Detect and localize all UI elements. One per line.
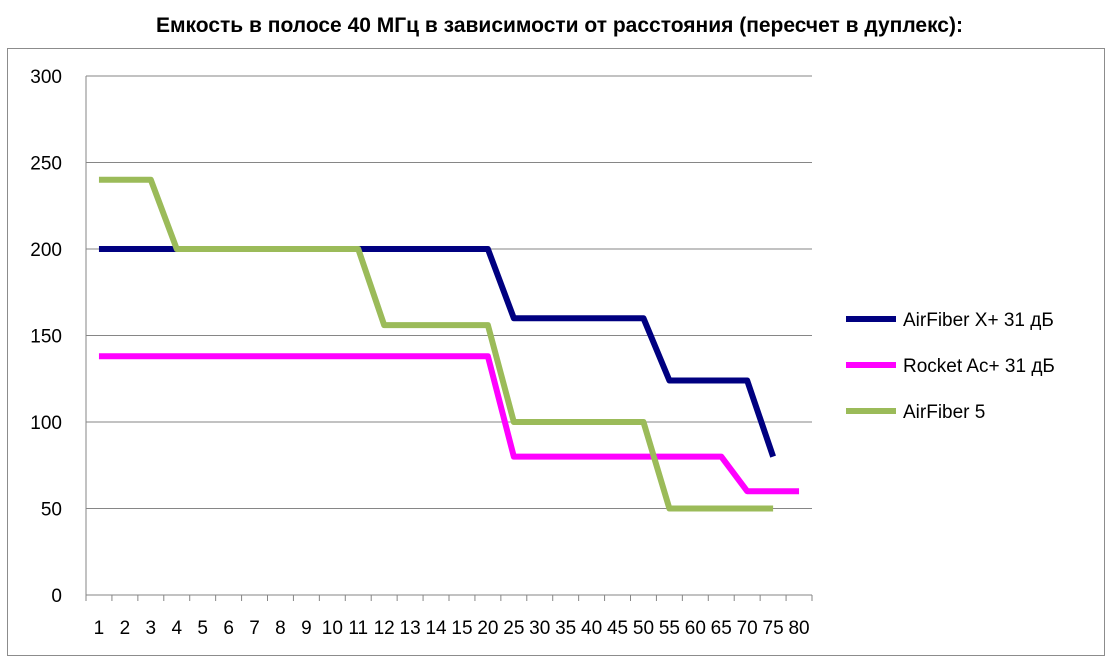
x-tick-label: 7 bbox=[249, 618, 260, 639]
y-tick-label: 50 bbox=[41, 500, 62, 521]
y-tick-label: 200 bbox=[30, 240, 62, 261]
y-tick-label: 0 bbox=[51, 586, 62, 607]
x-tick-label: 20 bbox=[477, 618, 498, 639]
x-tick-label: 40 bbox=[581, 618, 602, 639]
chart-frame bbox=[7, 48, 1105, 656]
x-tick-label: 15 bbox=[451, 618, 472, 639]
x-tick-label: 3 bbox=[146, 618, 157, 639]
x-tick-label: 14 bbox=[425, 618, 447, 639]
x-tick-label: 45 bbox=[607, 618, 628, 639]
x-tick-label: 5 bbox=[197, 618, 208, 639]
x-tick-label: 50 bbox=[633, 618, 654, 639]
x-tick-label: 70 bbox=[737, 618, 758, 639]
y-tick-label: 150 bbox=[30, 327, 62, 348]
x-tick-label: 2 bbox=[120, 618, 131, 639]
series-lines bbox=[98, 176, 800, 512]
x-tick-label: 80 bbox=[788, 618, 809, 639]
x-tick-label: 10 bbox=[322, 618, 343, 639]
x-tick-label: 13 bbox=[400, 618, 421, 639]
x-tick-label: 35 bbox=[555, 618, 576, 639]
y-tick-label: 250 bbox=[30, 154, 62, 175]
x-tick-label: 55 bbox=[659, 618, 680, 639]
series-line-3 bbox=[98, 176, 774, 512]
gridlines bbox=[86, 75, 812, 509]
legend-label: AirFiber 5 bbox=[903, 402, 985, 423]
x-tick-label: 25 bbox=[503, 618, 524, 639]
x-tick-label: 8 bbox=[275, 618, 286, 639]
series-line-1 bbox=[98, 246, 776, 458]
x-tick-label: 4 bbox=[171, 618, 182, 639]
series-line-2 bbox=[98, 353, 800, 495]
legend: AirFiber X+ 31 дБ Rocket Ac+ 31 дБ AirFibe… bbox=[846, 310, 1055, 423]
y-tick-label: 300 bbox=[30, 67, 62, 88]
x-tick-label: 1 bbox=[94, 618, 105, 639]
x-tick-label: 9 bbox=[301, 618, 312, 639]
chart-title: Емкость в полосе 40 МГц в зависимости от… bbox=[156, 14, 963, 37]
x-tick-label: 65 bbox=[711, 618, 732, 639]
legend-label: AirFiber X+ 31 дБ bbox=[903, 310, 1054, 331]
y-tick-label: 100 bbox=[30, 413, 62, 434]
x-tick-label: 30 bbox=[529, 618, 550, 639]
legend-label: Rocket Ac+ 31 дБ bbox=[903, 356, 1055, 377]
x-tick-label: 11 bbox=[348, 618, 368, 639]
x-tick-label: 12 bbox=[374, 618, 395, 639]
x-tick-label: 60 bbox=[685, 618, 706, 639]
x-tick-label: 6 bbox=[223, 618, 234, 639]
x-tick-label: 75 bbox=[763, 618, 784, 639]
